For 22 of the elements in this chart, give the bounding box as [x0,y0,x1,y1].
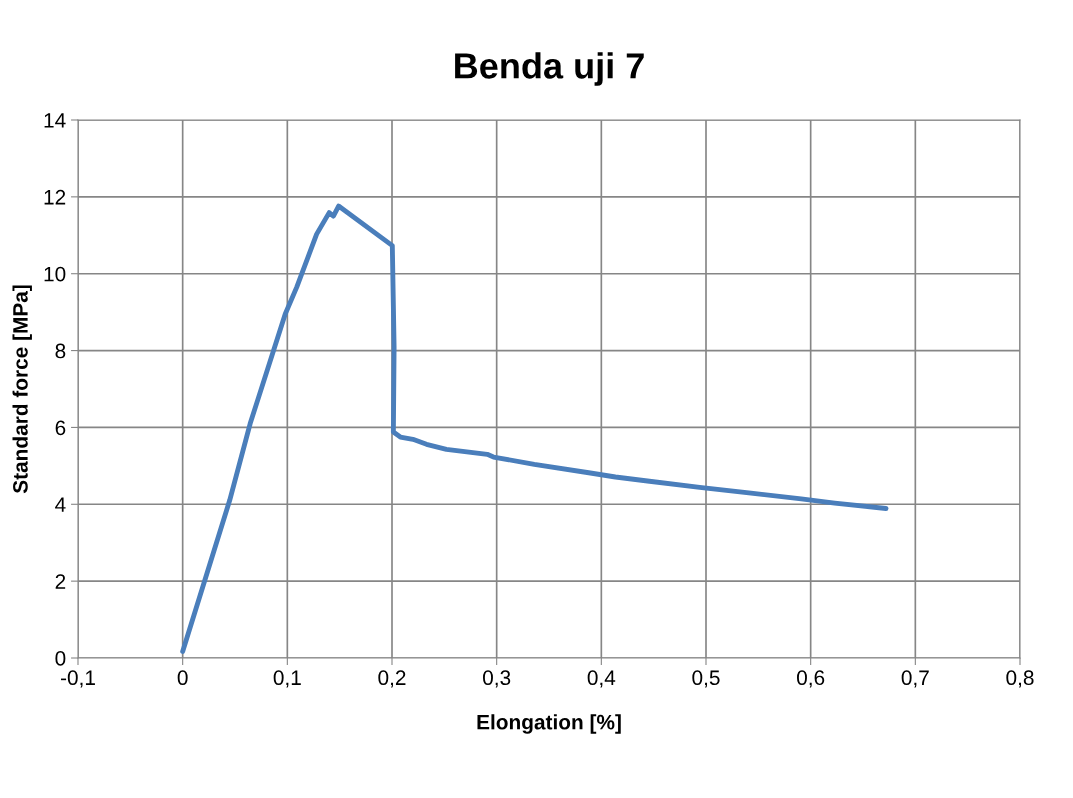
y-tick-label: 2 [55,574,66,589]
x-tick-label: 0,1 [273,670,301,688]
x-tick-label: -0,1 [60,670,95,688]
x-tick-label: 0,6 [797,670,825,688]
y-tick-label: 0 [55,651,66,666]
y-tick-label: 14 [44,113,66,128]
x-tick-label: 0,7 [901,670,929,688]
y-tick-label: 4 [55,497,66,512]
chart-title: Benda uji 7 [455,52,644,86]
y-tick-label: 8 [55,343,66,359]
x-tick-label: 0,3 [483,670,511,688]
y-tick-label: 10 [44,266,66,282]
y-tick-label: 12 [44,189,66,205]
x-tick-label: 0,4 [587,670,616,688]
x-tick-label: 0 [177,670,188,686]
y-tick-label: 6 [55,420,66,436]
x-tick-label: 0,5 [692,670,720,688]
line-series [180,203,889,654]
x-tick-label: 0,2 [378,670,406,688]
x-tick-label: 0,8 [1006,670,1034,688]
y-axis-title: Standard force [MPa] [12,285,32,494]
x-axis-title: Elongation [%] [477,714,621,734]
